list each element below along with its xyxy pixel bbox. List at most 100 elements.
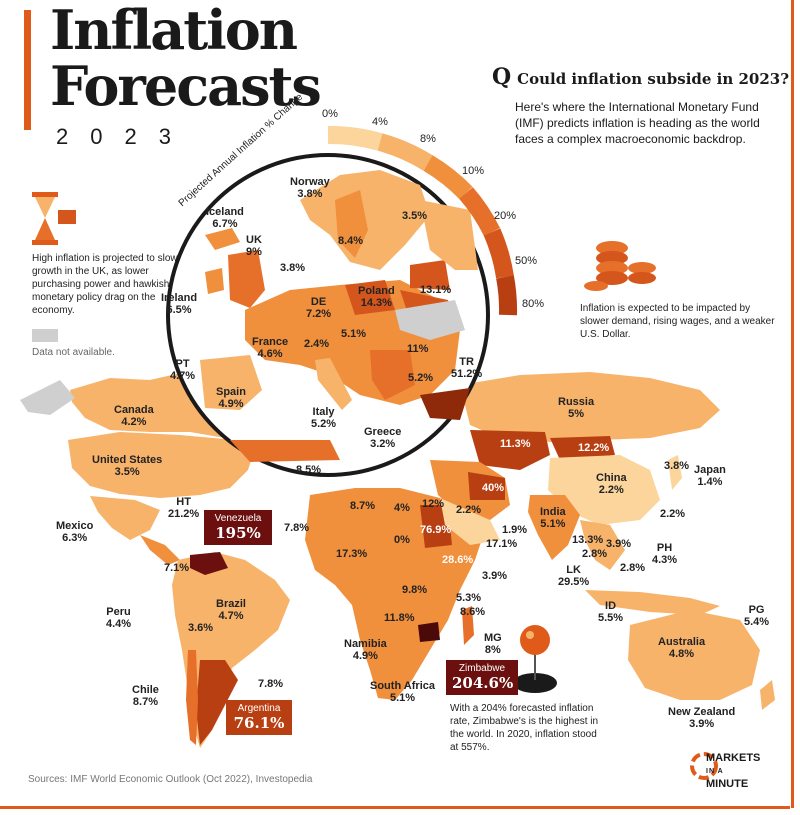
- hourglass-icon: [32, 192, 76, 245]
- value-kazakhstan: 11.3%: [500, 438, 531, 450]
- europe-russia-shape: [420, 200, 478, 270]
- legend-tick-20: 20%: [494, 210, 517, 222]
- value-vietnam: 3.9%: [606, 538, 632, 550]
- value-kenya: 3.9%: [482, 570, 508, 582]
- value-egypt: 8.5%: [296, 464, 322, 476]
- label-sri-lanka: LK 29.5%: [558, 564, 590, 588]
- europe-belarus-shape: [410, 260, 450, 290]
- greenland-shape: [20, 380, 75, 415]
- title-line-1: Inflation: [50, 0, 298, 62]
- value-saudi-arabia: 2.2%: [456, 504, 482, 516]
- frame-bottom-border: [0, 806, 790, 809]
- legend-tick-4: 4%: [372, 116, 388, 128]
- china-shape: [548, 455, 660, 525]
- legend-band-0-4: [327, 126, 383, 151]
- madagascar-shape: [462, 606, 474, 645]
- legend-band-4-8: [377, 133, 433, 171]
- value-malaysia: 2.8%: [620, 562, 646, 574]
- value-angola: 11.8%: [384, 612, 415, 624]
- label-australia: Australia 4.8%: [658, 636, 706, 660]
- frame-right-border: [791, 0, 794, 808]
- label-united-states: United States 3.5%: [92, 454, 163, 478]
- mexico-shape: [90, 496, 160, 540]
- brand-line-3: MINUTE: [706, 778, 749, 790]
- label-brazil: Brazil 4.7%: [216, 598, 246, 622]
- value-iran: 40%: [482, 482, 505, 494]
- title-accent-bar: [24, 10, 31, 130]
- argentina-shape: [196, 660, 238, 745]
- brand-ring-icon: [690, 752, 718, 780]
- map-pin-icon: [513, 625, 557, 693]
- value-egypt-africa: 12%: [422, 498, 445, 510]
- label-new-zealand: New Zealand 3.9%: [668, 706, 736, 730]
- label-spain: Spain 4.9%: [216, 386, 246, 410]
- label-namibia: Namibia 4.9%: [344, 638, 387, 662]
- value-denmark: 3.8%: [280, 262, 306, 274]
- new-zealand-shape: [760, 680, 775, 710]
- mongolia-shape: [550, 436, 615, 460]
- europe-iceland-shape: [205, 228, 240, 250]
- brand-line-2: IN A: [706, 768, 724, 775]
- intro-text: Here's where the International Monetary …: [515, 100, 760, 146]
- label-ireland: Ireland 6.5%: [161, 292, 198, 316]
- venezuela-callout-value: 195%: [215, 524, 261, 542]
- label-south-africa: South Africa 5.1%: [370, 680, 435, 704]
- australia-shape: [628, 610, 760, 700]
- label-papua-new-guinea: PG 5.4%: [744, 604, 770, 628]
- label-italy: Italy 5.2%: [311, 406, 337, 430]
- arabia-shape: [440, 498, 500, 545]
- value-uruguay: 7.8%: [258, 678, 284, 690]
- value-sweden: 8.4%: [338, 235, 364, 247]
- value-belarus: 13.1%: [420, 284, 452, 296]
- legend-band-50-80: [496, 275, 518, 316]
- legend-band-10-20: [459, 187, 501, 237]
- value-colombia: 7.1%: [164, 562, 190, 574]
- value-tanzania: 5.3%: [456, 592, 482, 604]
- russia-shape: [460, 372, 720, 442]
- value-yemen: 17.1%: [486, 538, 518, 550]
- europe-na-shape: [395, 300, 465, 340]
- legend-band-20-50: [483, 228, 514, 279]
- argentina-callout: Argentina 76.1%: [226, 700, 292, 735]
- coins-note: Inflation is expected to be impacted by …: [580, 303, 775, 340]
- value-colombia-area: 7.8%: [284, 522, 310, 534]
- europe-balkans-shape: [370, 350, 415, 400]
- value-west-africa: 17.3%: [336, 548, 368, 560]
- value-thailand: 2.8%: [582, 548, 608, 560]
- label-china: China 2.2%: [596, 472, 627, 496]
- brand-logo: MARKETS IN A MINUTE: [706, 752, 760, 790]
- value-sudan: 76.9%: [420, 524, 452, 536]
- iran-shape: [468, 472, 505, 500]
- value-ethiopia: 28.6%: [442, 554, 474, 566]
- label-russia: Russia 5%: [558, 396, 595, 420]
- europe-poland-shape: [345, 280, 395, 315]
- title-line-2: Forecasts: [50, 54, 322, 118]
- venezuela-shape: [190, 552, 228, 575]
- label-portugal: PT 4.7%: [170, 358, 196, 382]
- value-taiwan: 2.2%: [660, 508, 686, 520]
- europe-ireland-shape: [205, 268, 224, 294]
- data-not-available-label: Data not available.: [32, 347, 115, 358]
- value-oman: 1.9%: [502, 524, 528, 536]
- label-philippines: PH 4.3%: [652, 542, 678, 566]
- question-text: Could inflation subside in 2023?: [517, 70, 790, 88]
- central-america-shape: [140, 535, 180, 565]
- zimbabwe-note: With a 204% forecasted inflation rate, Z…: [450, 703, 599, 753]
- europe-north-africa-shape: [230, 440, 340, 462]
- central-asia-shape: [470, 430, 550, 470]
- label-turkey: TR 51.2%: [451, 356, 483, 380]
- value-bolivia: 3.6%: [188, 622, 214, 634]
- legend-band-8-10: [423, 155, 473, 200]
- europe-sweden-shape: [335, 190, 368, 258]
- inflation-legend-arc: [327, 126, 518, 316]
- legend-tick-8: 8%: [420, 133, 436, 145]
- value-libya: 4%: [394, 502, 410, 514]
- legend-tick-50: 50%: [515, 255, 538, 267]
- venezuela-callout: Venezuela 195%: [204, 510, 272, 545]
- label-haiti: HT 21.2%: [168, 496, 200, 520]
- europe-spain-shape: [200, 355, 262, 410]
- value-mongolia: 12.2%: [578, 442, 610, 454]
- label-japan: Japan 1.4%: [694, 464, 726, 488]
- label-iceland: Iceland 6.7%: [206, 206, 244, 230]
